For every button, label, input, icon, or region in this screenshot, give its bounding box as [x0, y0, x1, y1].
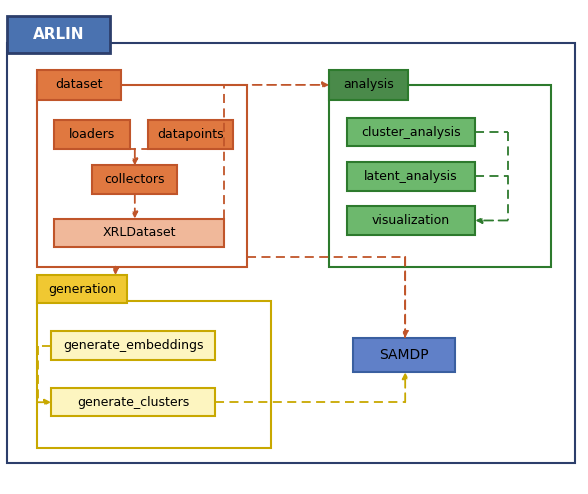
Text: datapoints: datapoints — [157, 128, 223, 141]
Text: dataset: dataset — [55, 79, 103, 91]
Text: SAMDP: SAMDP — [379, 348, 429, 362]
Text: generate_embeddings: generate_embeddings — [63, 339, 203, 352]
Text: collectors: collectors — [104, 173, 165, 186]
Text: generation: generation — [48, 283, 116, 296]
FancyBboxPatch shape — [7, 16, 109, 53]
FancyBboxPatch shape — [36, 275, 127, 303]
Text: latent_analysis: latent_analysis — [364, 170, 458, 183]
FancyBboxPatch shape — [54, 120, 130, 149]
Text: cluster_analysis: cluster_analysis — [361, 125, 461, 138]
Text: analysis: analysis — [343, 79, 394, 91]
FancyBboxPatch shape — [51, 388, 215, 416]
FancyBboxPatch shape — [36, 70, 121, 100]
FancyBboxPatch shape — [51, 331, 215, 360]
FancyBboxPatch shape — [347, 118, 476, 146]
FancyBboxPatch shape — [54, 218, 224, 247]
FancyBboxPatch shape — [347, 206, 476, 235]
FancyBboxPatch shape — [347, 162, 476, 191]
FancyBboxPatch shape — [329, 70, 408, 100]
Text: generate_clusters: generate_clusters — [77, 396, 189, 409]
Text: visualization: visualization — [372, 214, 450, 227]
FancyBboxPatch shape — [92, 165, 177, 194]
Text: ARLIN: ARLIN — [33, 27, 84, 42]
FancyBboxPatch shape — [148, 120, 232, 149]
Text: loaders: loaders — [69, 128, 115, 141]
FancyBboxPatch shape — [353, 338, 455, 372]
Text: XRLDataset: XRLDataset — [102, 226, 176, 239]
